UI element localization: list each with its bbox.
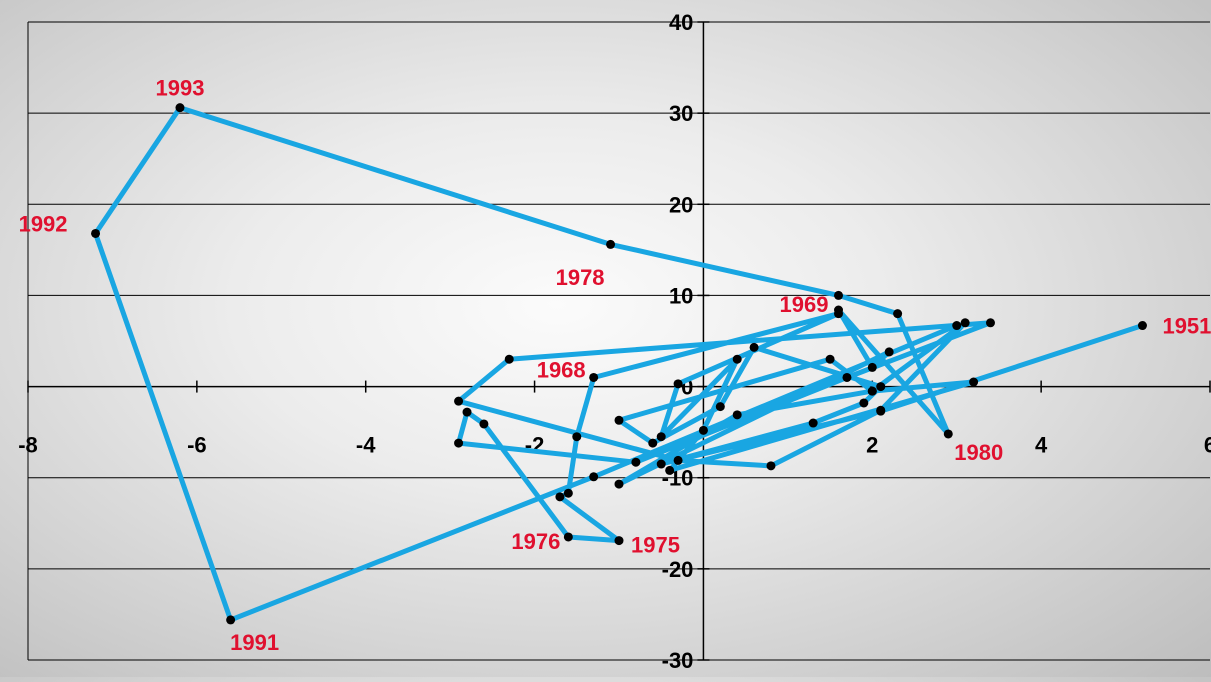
data-point bbox=[454, 438, 464, 448]
gridlines bbox=[27, 21, 1210, 661]
series-path bbox=[93, 105, 1145, 623]
data-point bbox=[673, 455, 683, 465]
year-label-1968: 1968 bbox=[537, 357, 586, 382]
data-point bbox=[808, 418, 818, 428]
year-label-1980: 1980 bbox=[954, 440, 1003, 465]
y-tick-label: 20 bbox=[669, 192, 693, 217]
data-point bbox=[952, 321, 962, 331]
data-point bbox=[614, 415, 624, 425]
data-point bbox=[563, 532, 573, 542]
data-point bbox=[563, 488, 573, 498]
data-point bbox=[985, 318, 995, 328]
y-tick-label: 10 bbox=[669, 283, 693, 308]
data-point bbox=[462, 407, 472, 417]
data-point bbox=[834, 290, 844, 300]
data-point bbox=[656, 459, 666, 469]
data-point bbox=[175, 103, 185, 113]
data-point bbox=[665, 465, 675, 475]
x-tick-label: -4 bbox=[356, 433, 376, 458]
data-point bbox=[876, 382, 886, 392]
data-point bbox=[631, 457, 641, 467]
data-points bbox=[91, 103, 1147, 625]
year-label-1992: 1992 bbox=[19, 211, 68, 236]
data-point bbox=[454, 396, 464, 406]
y-tick-label: -20 bbox=[662, 557, 694, 582]
data-point bbox=[589, 472, 599, 482]
data-point bbox=[614, 536, 624, 546]
data-point bbox=[648, 438, 658, 448]
x-tick-label: 6 bbox=[1204, 433, 1211, 458]
data-point bbox=[825, 354, 835, 364]
year-label-1951: 1951 bbox=[1162, 314, 1211, 339]
data-point bbox=[834, 305, 844, 315]
data-point bbox=[842, 372, 852, 382]
data-point bbox=[504, 354, 514, 364]
x-tick-label: 2 bbox=[866, 433, 878, 458]
x-tick-label: -8 bbox=[18, 433, 38, 458]
data-point bbox=[876, 405, 886, 415]
y-tick-label: 40 bbox=[669, 10, 693, 35]
data-point bbox=[867, 362, 877, 372]
year-label-1993: 1993 bbox=[155, 76, 204, 101]
data-point bbox=[943, 429, 953, 439]
data-point bbox=[572, 432, 582, 442]
data-point bbox=[656, 432, 666, 442]
data-point bbox=[698, 425, 708, 435]
series-line bbox=[93, 105, 1145, 623]
data-point bbox=[867, 386, 877, 396]
data-point bbox=[589, 372, 599, 382]
year-labels: 1951 1968 1969 1975 1976 1978 1980 1991 1992 1993 bbox=[19, 76, 1211, 655]
year-label-1991: 1991 bbox=[230, 630, 279, 655]
data-point bbox=[226, 615, 236, 625]
data-point bbox=[732, 354, 742, 364]
data-point bbox=[732, 410, 742, 420]
data-point bbox=[606, 239, 616, 249]
x-tick-label: 4 bbox=[1035, 433, 1048, 458]
data-point bbox=[749, 342, 759, 352]
data-point bbox=[766, 461, 776, 471]
data-point bbox=[1137, 321, 1147, 331]
data-point bbox=[960, 318, 970, 328]
data-point bbox=[884, 347, 894, 357]
data-point bbox=[614, 479, 624, 489]
data-point bbox=[893, 309, 903, 319]
y-tick-label: -30 bbox=[662, 648, 694, 673]
data-point bbox=[673, 379, 683, 389]
data-point bbox=[555, 492, 565, 502]
data-point bbox=[969, 377, 979, 387]
year-label-1976: 1976 bbox=[511, 529, 560, 554]
y-tick-label: 30 bbox=[669, 101, 693, 126]
x-tick-label: -6 bbox=[187, 433, 207, 458]
year-label-1975: 1975 bbox=[631, 533, 680, 558]
data-point bbox=[91, 228, 101, 238]
data-point bbox=[715, 402, 725, 412]
year-label-1969: 1969 bbox=[780, 292, 829, 317]
data-point bbox=[859, 398, 869, 408]
year-label-1978: 1978 bbox=[556, 265, 605, 290]
data-point bbox=[479, 419, 489, 429]
